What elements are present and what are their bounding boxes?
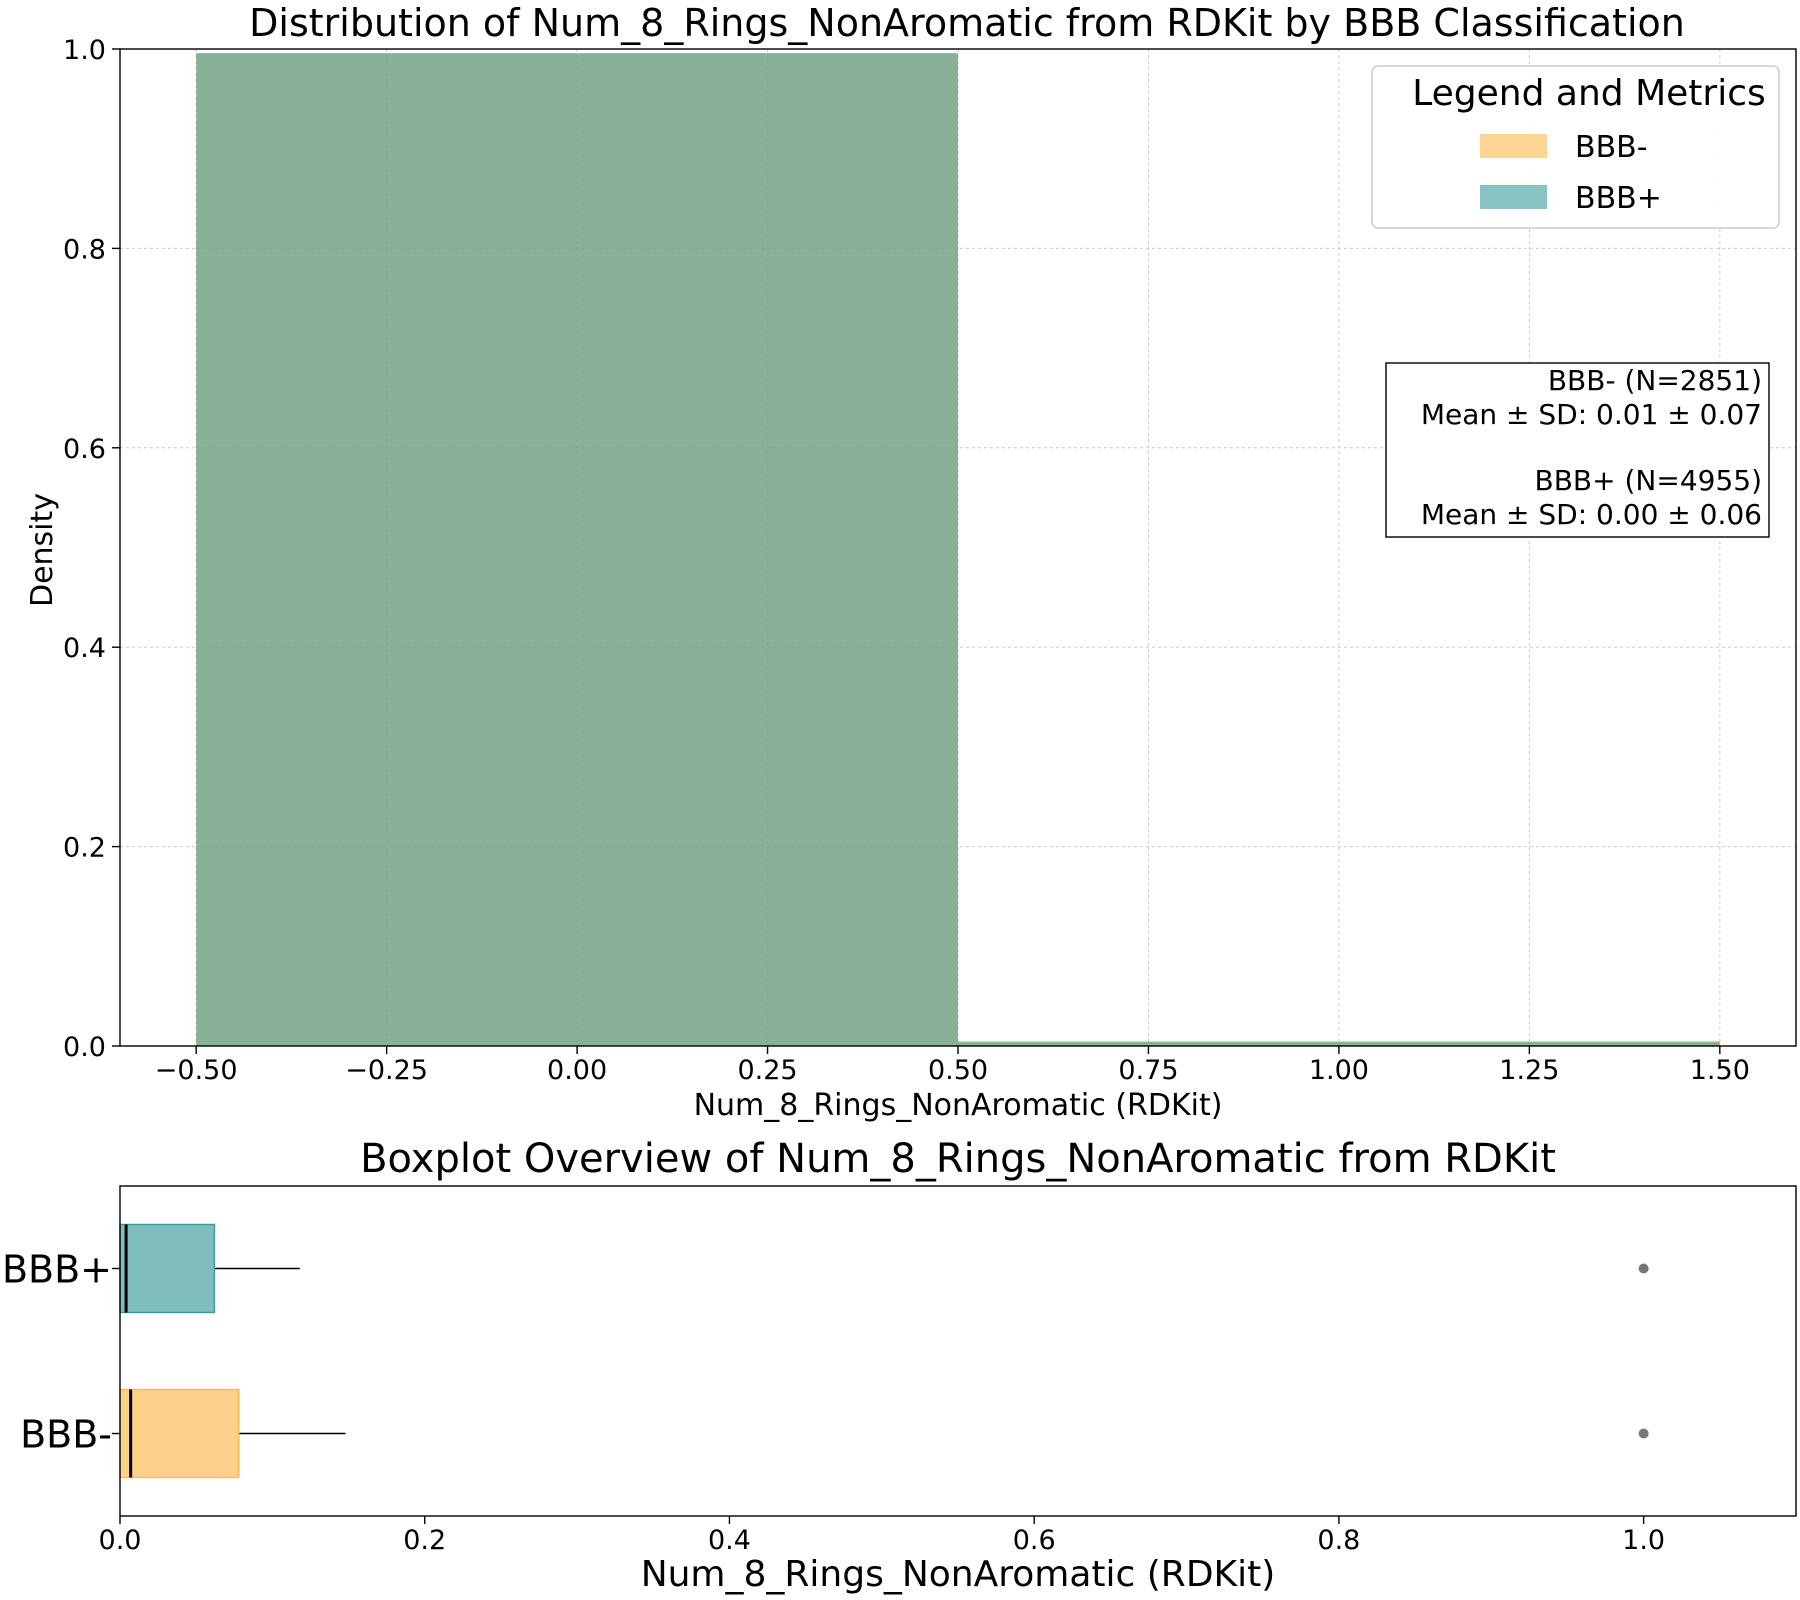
legend-label-bbb-minus: BBB- <box>1575 130 1648 165</box>
histogram-bar-bbb-plus-bin-0 <box>196 52 958 1047</box>
histogram-x-tick-label-6: 1.00 <box>1309 1055 1369 1086</box>
boxplot-boxes <box>119 1223 1649 1479</box>
boxplot-y-tick-label-1: BBB- <box>20 1413 112 1457</box>
histogram-title: Distribution of Num_8_Rings_NonAromatic … <box>249 1 1685 45</box>
histogram-y-axis-label: Density <box>25 493 60 607</box>
boxplot-x-tick-label-3: 0.6 <box>1013 1525 1056 1556</box>
boxplot-x-tick-label-2: 0.4 <box>708 1525 751 1556</box>
histogram-y-tick-label-0: 0.0 <box>63 1032 106 1063</box>
histogram-x-tick-label-8: 1.50 <box>1690 1055 1750 1086</box>
boxplot-title: Boxplot Overview of Num_8_Rings_NonAroma… <box>360 1136 1556 1182</box>
histogram-x-axis-label: Num_8_Rings_NonAromatic (RDKit) <box>694 1088 1223 1123</box>
legend-swatch-bbb-minus <box>1480 134 1547 158</box>
legend-title: Legend and Metrics <box>1412 73 1766 114</box>
boxplot-x-tick-label-0: 0.0 <box>99 1525 142 1556</box>
boxplot-x-tick-label-5: 1.0 <box>1622 1525 1665 1556</box>
boxplot-flier-bbb-plus-0 <box>1638 1263 1649 1274</box>
legend-swatch-bbb-plus <box>1480 185 1547 209</box>
metrics-bbb-plus-mean-sd: Mean ± SD: 0.00 ± 0.06 <box>1421 498 1762 531</box>
boxplot-x-axis-label: Num_8_Rings_NonAromatic (RDKit) <box>641 1554 1276 1595</box>
histogram-x-tick-label-4: 0.50 <box>928 1055 988 1086</box>
histogram-y-tick-label-1: 0.2 <box>63 833 106 864</box>
histogram-x-tick-label-5: 0.75 <box>1118 1055 1178 1086</box>
histogram-y-tick-label-4: 0.8 <box>63 234 106 265</box>
boxplot-box-bbb-minus <box>119 1388 240 1479</box>
boxplot-flier-bbb-minus-0 <box>1638 1428 1649 1439</box>
histogram-x-tick-label-7: 1.25 <box>1499 1055 1559 1086</box>
histogram-bars <box>196 52 1720 1047</box>
boxplot-y-tick-label-0: BBB+ <box>2 1248 112 1292</box>
histogram-bar-bbb-plus-bin-1 <box>958 1042 1720 1046</box>
histogram-x-tick-label-1: −0.25 <box>345 1055 428 1086</box>
histogram-y-ticks: 0.0 0.2 0.4 0.6 0.8 1.0 <box>63 35 120 1063</box>
histogram-y-tick-label-5: 1.0 <box>63 35 106 66</box>
histogram-y-tick-label-3: 0.6 <box>63 434 106 465</box>
legend-label-bbb-plus: BBB+ <box>1575 181 1662 216</box>
boxplot-x-tick-label-4: 0.8 <box>1317 1525 1360 1556</box>
metrics-box-frame <box>1385 362 1770 538</box>
histogram-x-tick-label-3: 0.25 <box>737 1055 797 1086</box>
histogram-y-tick-label-2: 0.4 <box>63 633 106 664</box>
boxplot-plot-frame <box>119 1185 1797 1517</box>
histogram-x-ticks: −0.50 −0.25 0.00 0.25 0.50 0.75 1.00 1.25 1.50 <box>155 1046 1750 1086</box>
metrics-box: BBB- (N=2851) Mean ± SD: 0.01 ± 0.07 BBB… <box>1385 362 1770 538</box>
histogram-x-tick-label-2: 0.00 <box>547 1055 607 1086</box>
metrics-bbb-minus-mean-sd: Mean ± SD: 0.01 ± 0.07 <box>1421 398 1762 431</box>
legend-frame <box>1371 65 1780 229</box>
histogram-panel: Distribution of Num_8_Rings_NonAromatic … <box>25 1 1797 1123</box>
boxplot-x-tick-label-1: 0.2 <box>403 1525 446 1556</box>
metrics-bbb-minus-count: BBB- (N=2851) <box>1548 364 1762 397</box>
boxplot-x-ticks: 0.0 0.2 0.4 0.6 0.8 1.0 <box>99 1516 1665 1556</box>
boxplot-y-ticks: BBB+ BBB- <box>2 1248 120 1457</box>
boxplot-panel: Boxplot Overview of Num_8_Rings_NonAroma… <box>2 1136 1797 1595</box>
metrics-bbb-plus-count: BBB+ (N=4955) <box>1535 464 1763 497</box>
legend: Legend and Metrics BBB- BBB+ <box>1371 65 1780 229</box>
histogram-x-tick-label-0: −0.50 <box>155 1055 238 1086</box>
boxplot-box-bbb-plus <box>119 1223 216 1314</box>
